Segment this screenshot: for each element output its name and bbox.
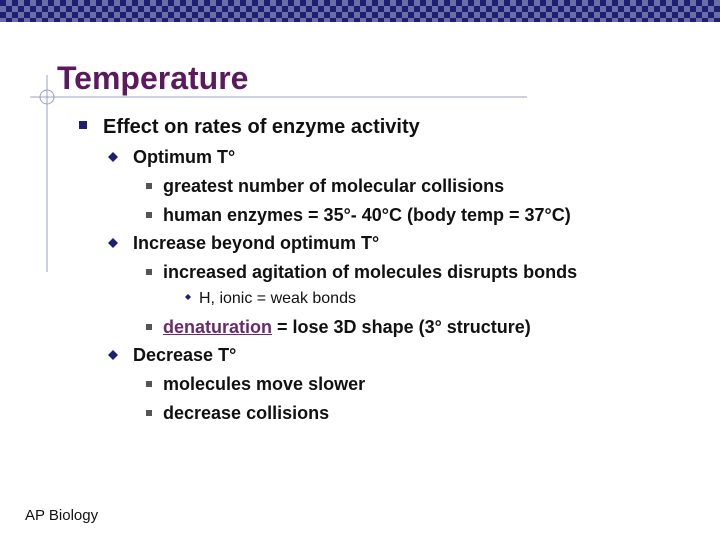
bullet: human enzymes = 35°- 40°C (body temp = 3… [163, 205, 571, 225]
crosshair [39, 89, 55, 105]
bullet: decrease collisions [163, 403, 330, 423]
bullet: greatest number of molecular collisions [163, 176, 505, 196]
top-bar [0, 0, 720, 22]
slide-title: Temperature [57, 60, 249, 96]
link[interactable]: denaturation [163, 317, 273, 337]
bullet: molecules move slower [163, 374, 366, 394]
bullet: Effect on rates of enzyme activity [103, 116, 420, 138]
bullet-text: = lose 3D shape (3° structure) [272, 317, 531, 337]
bullet: Optimum T° [133, 147, 236, 167]
footer: AP Biology [25, 507, 99, 524]
bullet-icons [79, 121, 191, 416]
bullet: H, ionic = weak bonds [199, 290, 356, 307]
bullet: denaturation = lose 3D shape (3° structu… [163, 317, 531, 338]
bullet: Increase beyond optimum T° [133, 233, 380, 253]
bullet: Decrease T° [133, 345, 237, 365]
bullet: increased agitation of molecules disrupt… [163, 262, 578, 282]
